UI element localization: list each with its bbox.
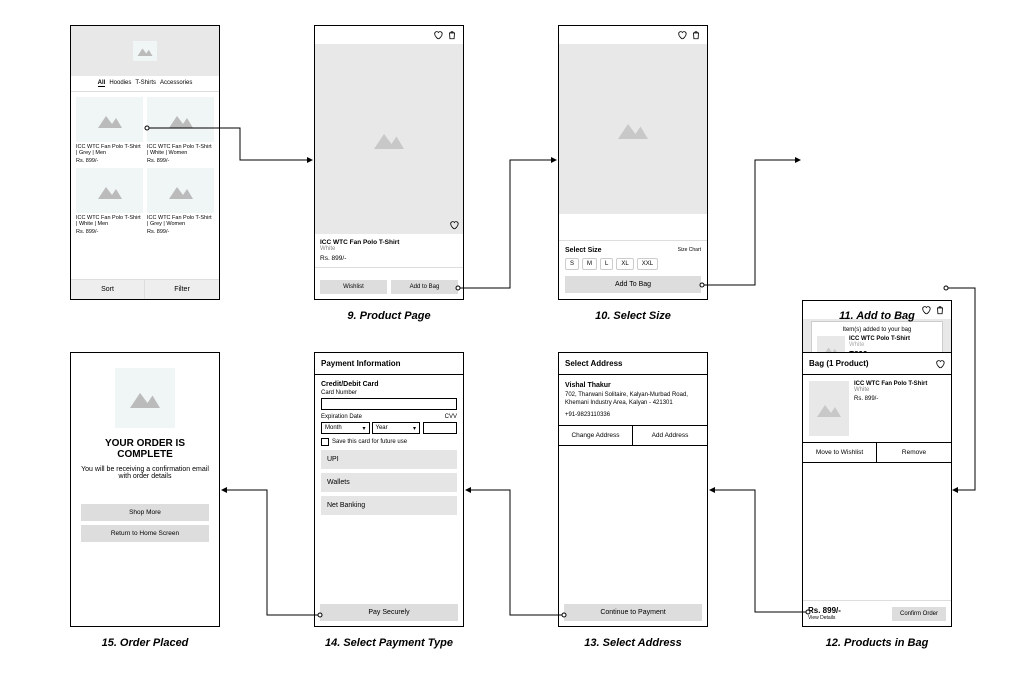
product-image	[315, 44, 463, 234]
product-cell[interactable]: ICC WTC Fan Polo T-Shirt | Grey | Men Rs…	[76, 97, 143, 164]
view-details-link[interactable]: View Details	[808, 615, 841, 621]
screen-address: Select Address Vishal Thakur 702, Tharwa…	[558, 352, 708, 627]
heart-icon[interactable]	[935, 359, 945, 369]
pay-button[interactable]: Pay Securely	[320, 604, 458, 621]
cvv-input[interactable]	[423, 422, 457, 434]
month-select[interactable]: Month▾	[321, 422, 370, 434]
confirm-order-button[interactable]: Confirm Order	[892, 607, 946, 621]
bag-icon[interactable]	[691, 30, 701, 40]
netbanking-option[interactable]: Net Banking	[321, 496, 457, 515]
product-cell[interactable]: ICC WTC Fan Polo T-Shirt | White | Women…	[147, 97, 214, 164]
screen-select-size: Select Size Size Chart S M L XL XXL Add …	[558, 25, 708, 300]
order-complete-title: YOUR ORDER IS COMPLETE	[81, 438, 209, 460]
screen-bag: Bag (1 Product) ICC WTC Fan Polo T-Shirt…	[802, 352, 952, 627]
move-wishlist-button[interactable]: Move to Wishlist	[803, 443, 877, 462]
product-title: ICC WTC Fan Polo T-Shirt	[320, 239, 458, 246]
product-cell[interactable]: ICC WTC Fan Polo T-Shirt | White | Men R…	[76, 168, 143, 235]
screen-catalog: All Hoodies T-Shirts Accessories ICC WTC…	[70, 25, 220, 300]
return-home-button[interactable]: Return to Home Screen	[81, 525, 209, 542]
category-tabs[interactable]: All Hoodies T-Shirts Accessories	[71, 76, 219, 92]
continue-payment-button[interactable]: Continue to Payment	[564, 604, 702, 621]
save-card-checkbox[interactable]	[321, 438, 329, 446]
screen-order-placed: YOUR ORDER IS COMPLETE You will be recei…	[70, 352, 220, 627]
wallets-option[interactable]: Wallets	[321, 473, 457, 492]
add-to-bag-button[interactable]: Add to Bag	[391, 280, 458, 294]
size-chart-link[interactable]: Size Chart	[678, 247, 701, 254]
bag-icon[interactable]	[447, 30, 457, 40]
heart-icon[interactable]	[449, 220, 459, 230]
remove-button[interactable]: Remove	[877, 443, 951, 462]
add-address-button[interactable]: Add Address	[633, 426, 707, 445]
screen-payment: Payment Information Credit/Debit Card Ca…	[314, 352, 464, 627]
change-address-button[interactable]: Change Address	[559, 426, 633, 445]
upi-option[interactable]: UPI	[321, 450, 457, 469]
wishlist-button[interactable]: Wishlist	[320, 280, 387, 294]
header	[71, 26, 219, 76]
size-options[interactable]: S M L XL XXL	[565, 258, 701, 270]
heart-icon[interactable]	[433, 30, 443, 40]
year-select[interactable]: Year▾	[372, 422, 421, 434]
add-to-bag-button[interactable]: Add To Bag	[565, 276, 701, 293]
card-number-input[interactable]	[321, 398, 457, 410]
product-grid: ICC WTC Fan Polo T-Shirt | Grey | Men Rs…	[71, 92, 219, 240]
sort-filter[interactable]: Sort Filter	[71, 279, 219, 299]
shop-more-button[interactable]: Shop More	[81, 504, 209, 521]
heart-icon[interactable]	[677, 30, 687, 40]
screen-product: ICC WTC Fan Polo T-Shirt White Rs. 899/-…	[314, 25, 464, 300]
product-cell[interactable]: ICC WTC Fan Polo T-Shirt | Grey | Women …	[147, 168, 214, 235]
